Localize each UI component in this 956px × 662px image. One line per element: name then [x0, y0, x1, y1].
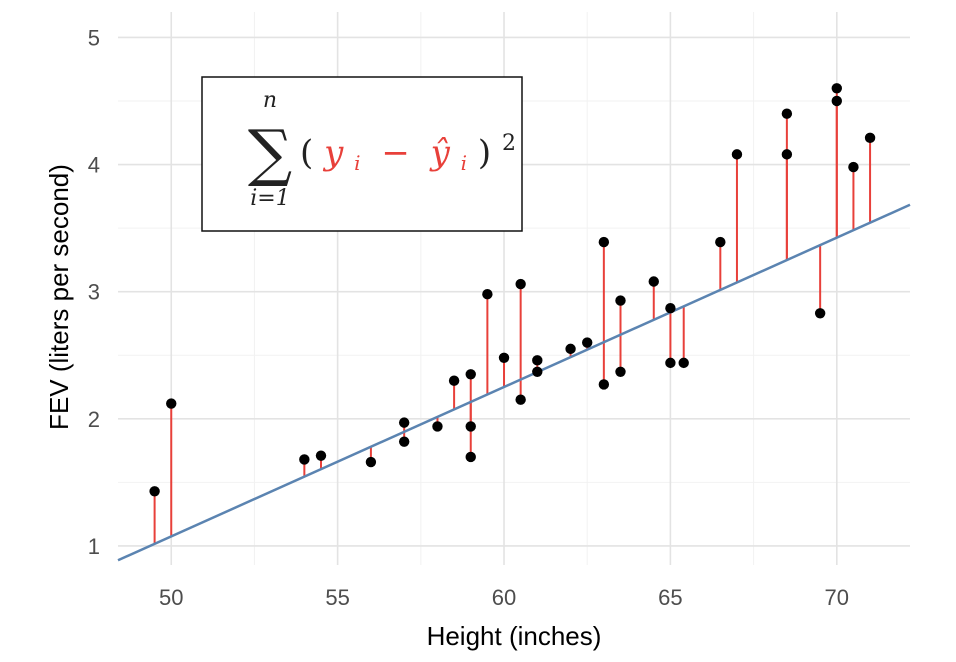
residual-lines	[153, 88, 872, 544]
formula-upper-limit: n	[263, 88, 277, 113]
x-tick-label: 55	[325, 585, 349, 610]
data-point	[715, 236, 726, 248]
data-point	[565, 343, 576, 355]
data-point	[781, 108, 793, 119]
data-point	[648, 276, 659, 287]
formula-sum-symbol: ∑	[248, 116, 292, 189]
formula-annotation: n ∑ i=1 ( y i − ŷ i ) 2	[201, 76, 523, 232]
data-point	[398, 417, 410, 428]
data-point	[465, 421, 476, 432]
x-tick-label: 50	[159, 585, 183, 610]
data-point	[848, 161, 859, 173]
formula-sub-i2: i	[461, 151, 467, 175]
y-tick-label: 1	[88, 534, 100, 559]
data-point	[365, 456, 377, 468]
formula-box	[201, 76, 523, 232]
formula-minus: −	[381, 133, 410, 173]
formula-yhat-term: ŷ	[429, 133, 451, 173]
data-point	[532, 366, 543, 377]
data-point	[515, 394, 526, 405]
data-point	[315, 450, 327, 461]
y-axis-title: FEV (liters per second)	[44, 164, 74, 430]
data-point	[598, 236, 610, 248]
data-point	[149, 486, 160, 497]
data-point	[432, 421, 443, 432]
data-point	[814, 308, 826, 319]
data-point	[299, 454, 310, 465]
x-tick-label: 65	[658, 585, 682, 610]
data-point	[781, 149, 793, 160]
y-tick-label: 3	[88, 280, 100, 305]
data-point	[615, 366, 626, 377]
data-point	[582, 337, 593, 348]
x-tick-label: 60	[492, 585, 516, 610]
data-point	[864, 132, 876, 144]
data-point	[498, 352, 510, 363]
formula-close-paren: )	[478, 133, 491, 173]
formula-sub-i: i	[354, 151, 360, 175]
data-point	[665, 357, 676, 369]
formula-y-term: y	[322, 133, 344, 173]
data-points	[149, 83, 876, 497]
x-tick-labels: 50 55 60 65 70	[159, 585, 849, 610]
formula-open-paren: (	[300, 133, 313, 173]
data-point	[831, 83, 842, 94]
data-point	[465, 369, 476, 380]
y-tick-labels: 1 2 3 4 5	[88, 25, 100, 559]
data-point	[731, 149, 743, 160]
formula-lower-limit: i=1	[250, 186, 289, 211]
data-point	[166, 398, 177, 409]
data-point	[398, 436, 410, 447]
y-tick-label: 5	[88, 25, 100, 50]
data-point	[532, 355, 543, 366]
data-point	[678, 357, 689, 369]
y-tick-label: 2	[88, 407, 100, 432]
data-point	[665, 303, 676, 314]
x-axis-title: Height (inches)	[427, 621, 602, 651]
data-point	[515, 278, 526, 290]
data-point	[615, 295, 626, 306]
data-point	[831, 95, 842, 107]
formula-expression: ( y i − ŷ i ) 2	[300, 131, 516, 179]
data-point	[465, 451, 476, 463]
formula-power: 2	[502, 131, 516, 156]
data-point	[448, 375, 460, 386]
x-tick-label: 70	[825, 585, 849, 610]
regression-line	[117, 203, 911, 562]
data-point	[598, 379, 610, 390]
y-tick-label: 4	[88, 153, 100, 178]
data-point	[482, 289, 493, 300]
regression-line-group	[117, 203, 911, 562]
